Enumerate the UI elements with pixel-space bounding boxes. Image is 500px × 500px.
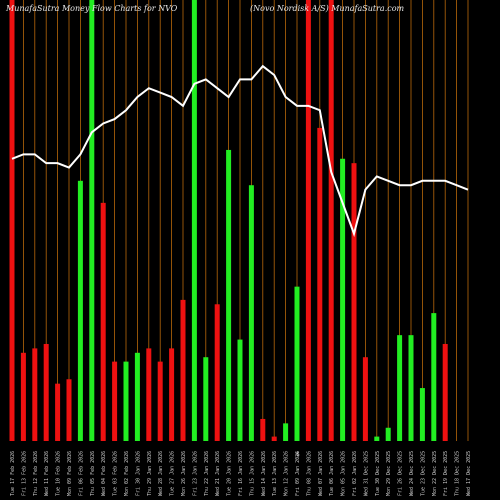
flow-bar xyxy=(271,436,277,441)
chart-title: MunafaSutra Money Flow Charts for NVO xyxy=(6,4,178,13)
x-tick-label: Thu 05 Feb 2026 xyxy=(90,451,96,496)
x-tick-label: Wed 07 Jan 2026 xyxy=(318,451,324,496)
flow-bar xyxy=(43,343,49,441)
x-tick-label: Wed 17 Dec 2025 xyxy=(466,451,472,496)
x-tick-label: Tue 06 Jan 2026 xyxy=(329,451,335,496)
flow-bar xyxy=(134,352,140,441)
x-tick-label: Wed 04 Feb 2026 xyxy=(101,451,107,496)
x-tick-label: Thu 15 Jan 2026 xyxy=(249,451,255,496)
flow-bar xyxy=(260,418,266,441)
x-tick-label: Wed 21 Jan 2026 xyxy=(215,451,221,496)
x-tick-label: Fri 23 Jan 2026 xyxy=(192,451,198,496)
x-tick-label: Fri 09 Jan 2026 xyxy=(295,451,301,496)
flow-bar xyxy=(362,357,368,441)
flow-bar xyxy=(180,299,186,441)
flow-bar xyxy=(146,348,152,441)
x-tick-label: Tue 10 Feb 2026 xyxy=(56,451,62,496)
flow-bar xyxy=(9,0,15,441)
x-tick-label: Thu 18 Dec 2025 xyxy=(455,451,461,496)
x-tick-label: Mon 02 Feb 2026 xyxy=(124,451,130,496)
flow-bar xyxy=(20,352,26,441)
x-tick-label: Tue 17 Feb 2026 xyxy=(10,451,16,496)
money-flow-bars xyxy=(9,0,448,442)
flow-bar xyxy=(89,0,95,441)
flow-bar xyxy=(32,348,38,441)
flow-bar xyxy=(112,361,118,441)
x-tick-label: Fri 16 Jan 2026 xyxy=(238,451,244,496)
flow-bar xyxy=(248,185,254,441)
flow-bar xyxy=(385,427,391,441)
flow-bar xyxy=(374,436,380,441)
x-tick-label: Mon 22 Dec 2025 xyxy=(432,451,438,496)
flow-bar xyxy=(442,343,448,441)
flow-bar xyxy=(317,127,323,441)
flow-bar xyxy=(283,423,289,441)
x-tick-label: Mon 12 Jan 2026 xyxy=(284,451,290,496)
flow-bar xyxy=(100,202,106,441)
x-tick-label: Wed 28 Jan 2026 xyxy=(158,451,164,496)
flow-bar xyxy=(226,149,232,441)
x-axis-labels: Tue 17 Feb 2026 Fri 13 Feb 2026 Thu 12 Feb… xyxy=(10,451,472,496)
flow-bar xyxy=(55,383,61,441)
x-tick-label: Mon 26 Jan 2026 xyxy=(181,451,187,496)
x-tick-label: Thu 08 Jan 2026 xyxy=(306,451,312,496)
x-tick-label: Fri 19 Dec 2025 xyxy=(443,451,449,496)
flow-bar xyxy=(305,0,311,441)
x-tick-label: Thu 29 Jan 2026 xyxy=(147,451,153,496)
flow-bar xyxy=(157,361,163,441)
flow-bar xyxy=(123,361,129,441)
flow-bar xyxy=(203,357,209,441)
flow-bar xyxy=(169,348,175,441)
x-tick-label: Fri 13 Feb 2026 xyxy=(21,451,27,496)
flow-bar xyxy=(294,286,300,441)
flow-bar xyxy=(408,335,414,441)
flow-bar xyxy=(397,335,403,441)
x-tick-label: Wed 24 Dec 2025 xyxy=(409,451,415,496)
price-line xyxy=(11,64,469,238)
x-tick-label: Wed 14 Jan 2026 xyxy=(261,451,267,496)
x-tick-label: Fri 06 Feb 2026 xyxy=(78,451,84,496)
flow-bar xyxy=(66,379,72,441)
x-axis-symbol: $ xyxy=(296,451,300,458)
flow-bar xyxy=(77,180,83,441)
chart-subtitle: (Novo Nordisk A/S) MunafaSutra.com xyxy=(250,4,405,13)
flow-bar xyxy=(351,163,357,442)
x-tick-label: Mon 29 Dec 2025 xyxy=(386,451,392,496)
x-tick-label: Tue 13 Jan 2026 xyxy=(272,451,278,496)
x-tick-label: Tue 03 Feb 2026 xyxy=(113,451,119,496)
x-tick-label: Fri 26 Dec 2025 xyxy=(398,451,404,496)
flow-bar xyxy=(340,158,346,441)
flow-bar xyxy=(328,0,334,441)
flow-bar xyxy=(191,0,197,441)
x-tick-label: Tue 20 Jan 2026 xyxy=(227,451,233,496)
x-tick-label: Tue 27 Jan 2026 xyxy=(170,451,176,496)
flow-bar xyxy=(419,388,425,441)
x-tick-label: Mon 09 Feb 2026 xyxy=(67,451,73,496)
x-tick-label: Thu 12 Feb 2026 xyxy=(33,451,39,496)
x-tick-label: Fri 30 Jan 2026 xyxy=(135,451,141,496)
flow-bar xyxy=(214,304,220,441)
x-tick-label: Tue 23 Dec 2025 xyxy=(420,451,426,496)
flow-bar xyxy=(237,339,243,441)
x-tick-label: Wed 31 Dec 2025 xyxy=(363,451,369,496)
x-tick-label: Thu 22 Jan 2026 xyxy=(204,451,210,496)
x-tick-label: Fri 02 Jan 2026 xyxy=(352,451,358,496)
x-tick-label: Wed 11 Feb 2026 xyxy=(44,451,50,496)
flow-bar xyxy=(431,313,437,441)
x-tick-label: Mon 05 Jan 2026 xyxy=(341,451,347,496)
x-tick-label: Tue 30 Dec 2025 xyxy=(375,451,381,496)
